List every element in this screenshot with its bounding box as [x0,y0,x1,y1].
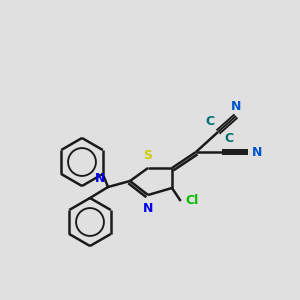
Text: C: C [205,115,214,128]
Text: S: S [143,149,152,162]
Text: N: N [143,202,153,215]
Text: N: N [231,100,241,113]
Text: N: N [252,146,262,158]
Text: C: C [224,132,233,145]
Text: N: N [94,172,105,185]
Text: Cl: Cl [185,194,198,206]
